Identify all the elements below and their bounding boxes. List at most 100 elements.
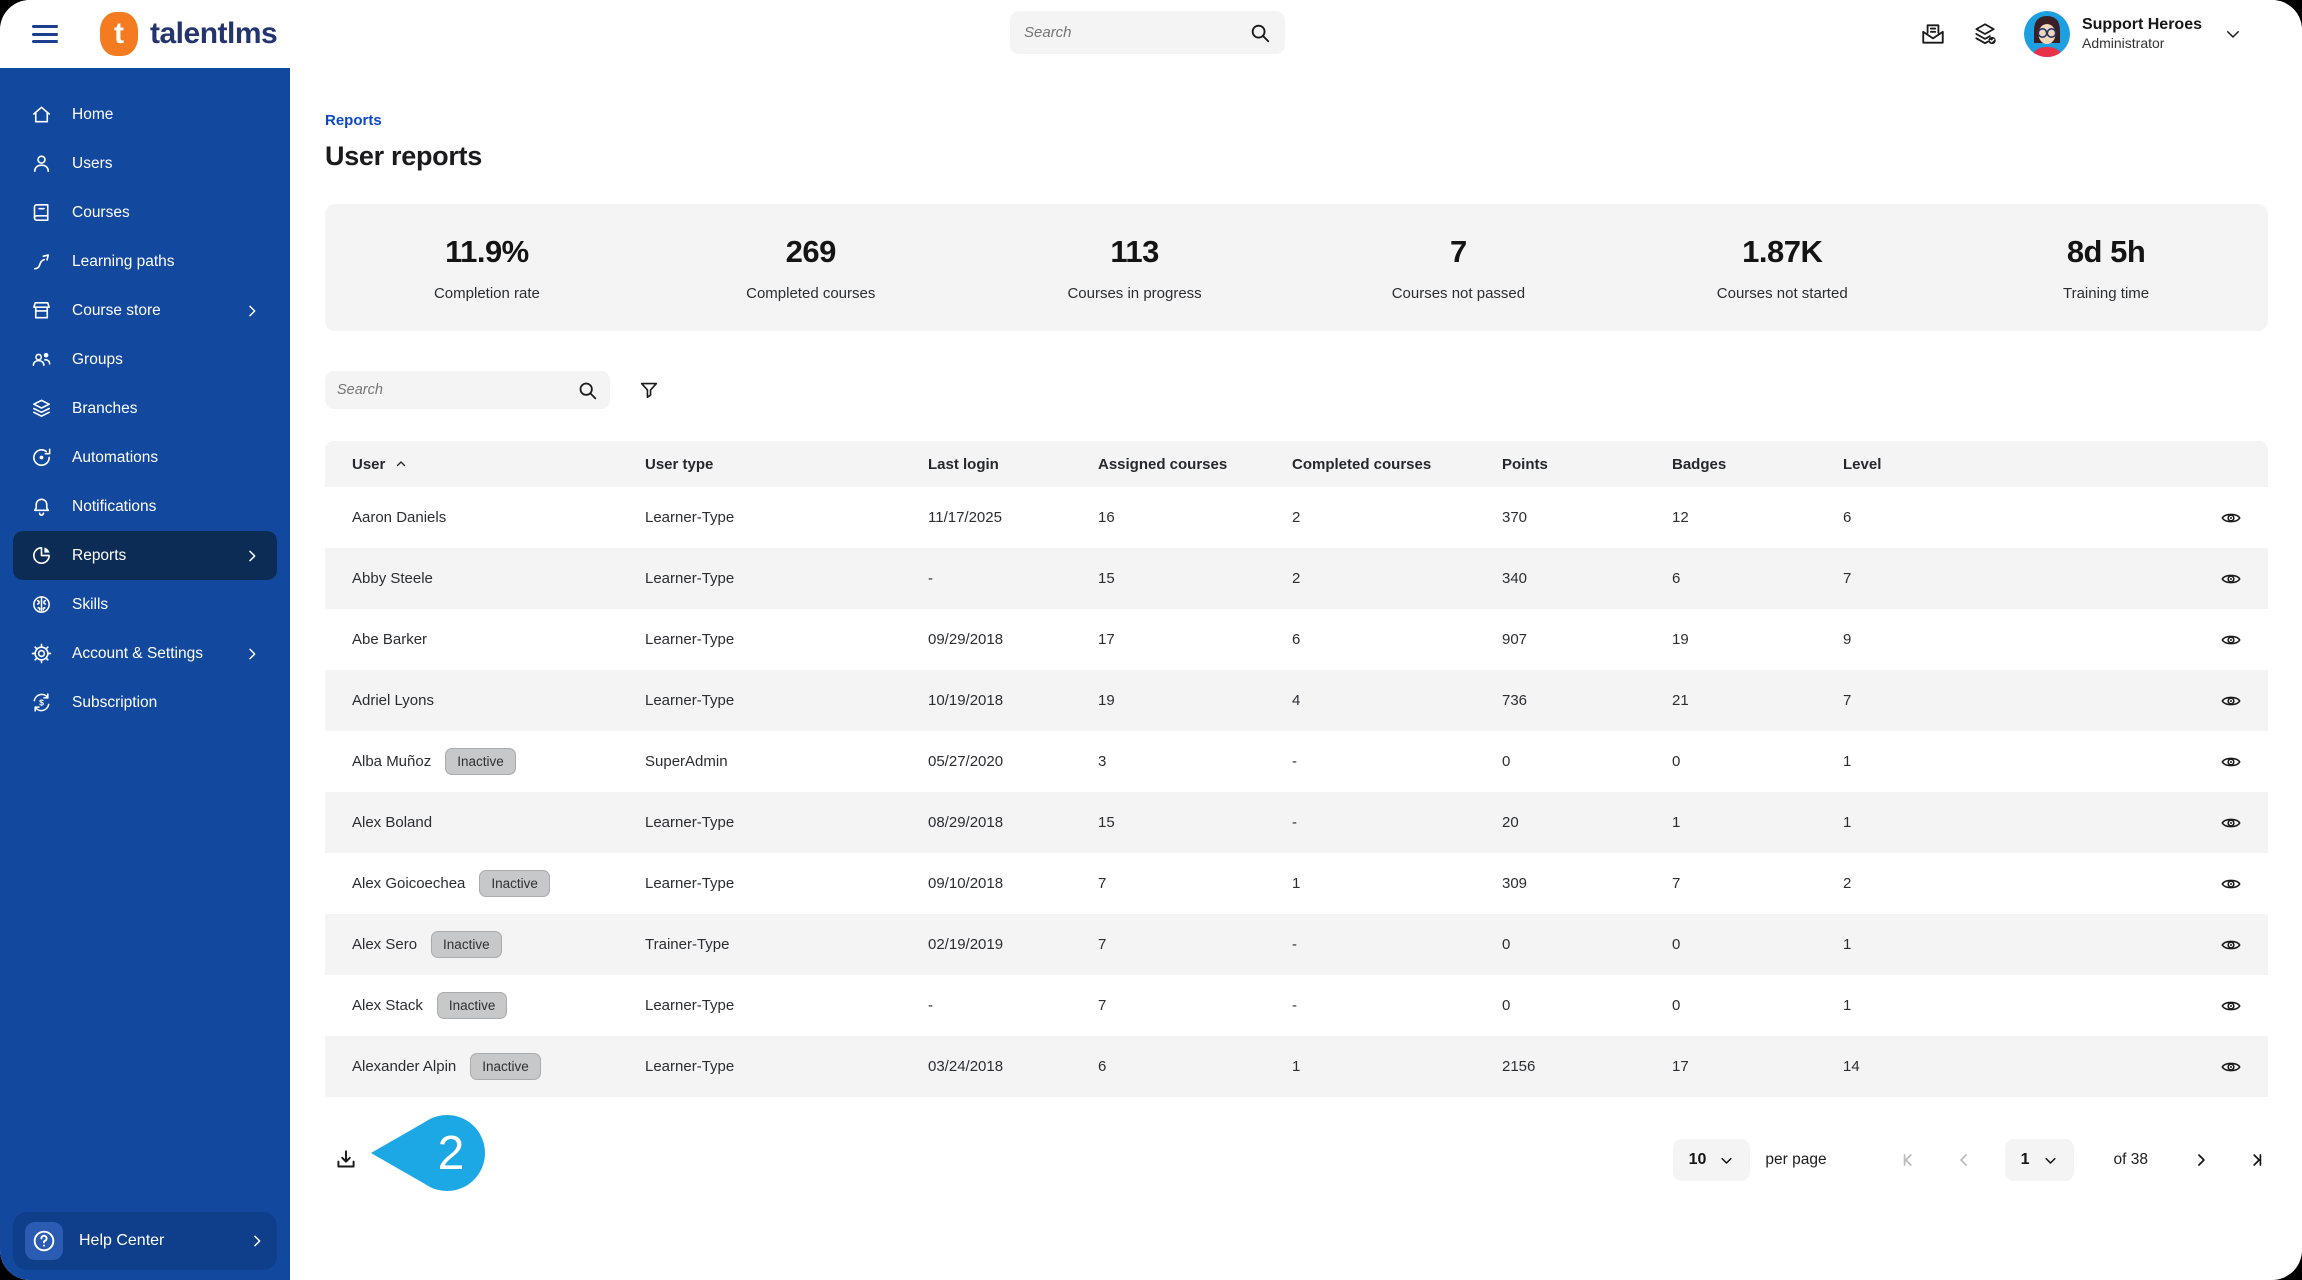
view-user-button[interactable] (2220, 812, 2242, 834)
download-icon (337, 1150, 355, 1168)
stat-value: 113 (1110, 233, 1159, 269)
sidebar-item-skills[interactable]: Skills (13, 580, 277, 629)
last-login-cell: 03/24/2018 (928, 1058, 1004, 1075)
column-header-points[interactable]: Points (1502, 455, 1548, 473)
user-profile-menu[interactable]: Support Heroes Administrator (2023, 11, 2242, 57)
user-name-cell: Alex Boland (352, 814, 433, 831)
table-search-input[interactable] (337, 382, 577, 398)
sidebar-item-automations[interactable]: Automations (13, 433, 277, 482)
view-user-button[interactable] (2220, 934, 2242, 956)
filter-button[interactable] (638, 379, 660, 401)
previous-page-button[interactable] (1951, 1147, 1977, 1173)
status-badge: Inactive (479, 870, 550, 897)
points-cell: 2156 (1502, 1058, 1536, 1075)
table-row[interactable]: Adriel Lyons Learner-Type 10/19/2018 19 … (325, 670, 2268, 731)
sidebar-item-groups[interactable]: Groups (13, 335, 277, 384)
view-user-button[interactable] (2220, 995, 2242, 1017)
user-name-cell: Alex Sero (352, 936, 418, 953)
points-cell: 0 (1502, 753, 1511, 770)
last-login-cell: 11/17/2025 (928, 509, 1002, 526)
talentlms-logo[interactable]: t talentlms (100, 12, 278, 56)
sidebar-item-subscription[interactable]: $ Subscription (13, 678, 277, 727)
inbox-message-icon[interactable] (1920, 21, 1946, 47)
points-cell: 370 (1502, 509, 1528, 526)
sidebar-item-learning-paths[interactable]: Learning paths (13, 237, 277, 286)
hamburger-menu-icon[interactable] (32, 21, 58, 48)
column-header-badges[interactable]: Badges (1672, 455, 1727, 473)
column-header-user[interactable]: User (352, 456, 408, 473)
view-user-button[interactable] (2220, 873, 2242, 895)
table-row[interactable]: Alex Goicoechea Inactive Learner-Type 09… (325, 853, 2268, 914)
sidebar-item-label: Notifications (72, 497, 157, 515)
global-search[interactable] (1010, 11, 1285, 54)
global-search-input[interactable] (1024, 24, 1249, 41)
view-user-button[interactable] (2220, 1056, 2242, 1078)
user-name-cell: Alba Muñoz (352, 753, 432, 770)
export-download-button[interactable] (333, 1147, 359, 1173)
search-icon (1251, 24, 1270, 42)
table-row[interactable]: Alex Sero Inactive Trainer-Type 02/19/20… (325, 914, 2268, 975)
table-row[interactable]: Alexander Alpin Inactive Learner-Type 03… (325, 1036, 2268, 1097)
last-page-button[interactable] (2242, 1147, 2268, 1173)
help-center-button[interactable]: Help Center (25, 1222, 265, 1260)
sidebar-item-course-store[interactable]: Course store (13, 286, 277, 335)
table-search[interactable] (325, 371, 610, 409)
first-page-button[interactable] (1897, 1147, 1923, 1173)
table-row[interactable]: Abe Barker Learner-Type 09/29/2018 17 6 … (325, 609, 2268, 670)
top-header: t talentlms Support Heroes Administrator (0, 0, 2302, 68)
sidebar-item-label: Home (72, 105, 114, 123)
branch-switch-icon[interactable] (1972, 21, 1998, 47)
column-header-user-type[interactable]: User type (645, 455, 714, 473)
store-icon (33, 302, 50, 319)
last-login-cell: 05/27/2020 (928, 753, 1004, 770)
next-page-button[interactable] (2188, 1147, 2214, 1173)
user-type-cell: Learner-Type (645, 814, 735, 831)
completed-courses-cell: - (1292, 936, 1297, 953)
column-header-last-login[interactable]: Last login (928, 455, 999, 473)
table-row[interactable]: Alex Boland Learner-Type 08/29/2018 15 -… (325, 792, 2268, 853)
sidebar-item-notifications[interactable]: Notifications (13, 482, 277, 531)
points-cell: 0 (1502, 997, 1511, 1014)
column-header-level[interactable]: Level (1843, 455, 1882, 473)
level-cell: 1 (1843, 814, 1852, 831)
user-type-cell: Learner-Type (645, 1058, 735, 1075)
sidebar-item-home[interactable]: Home (13, 90, 277, 139)
view-user-button[interactable] (2220, 629, 2242, 651)
sidebar-item-courses[interactable]: Courses (13, 188, 277, 237)
subscription-icon: $ (33, 693, 50, 712)
stat-label: Courses in progress (1067, 284, 1202, 302)
chevron-right-icon (254, 1235, 261, 1247)
view-user-button[interactable] (2220, 568, 2242, 590)
sidebar-item-users[interactable]: Users (13, 139, 277, 188)
table-row[interactable]: Alex Stack Inactive Learner-Type - 7 - 0… (325, 975, 2268, 1036)
table-row[interactable]: Alba Muñoz Inactive SuperAdmin 05/27/202… (325, 731, 2268, 792)
help-center-panel: Help Center (13, 1212, 277, 1270)
breadcrumb[interactable]: Reports (325, 112, 382, 129)
points-cell: 340 (1502, 570, 1528, 587)
sidebar-item-branches[interactable]: Branches (13, 384, 277, 433)
search-icon (579, 382, 597, 399)
view-user-button[interactable] (2220, 507, 2242, 529)
eye-icon (2221, 513, 2241, 522)
user-name-cell: Aaron Daniels (352, 509, 447, 526)
eye-icon (2221, 940, 2241, 949)
page-select[interactable]: 1 (2004, 1139, 2074, 1181)
eye-icon (2221, 574, 2241, 583)
svg-text:$: $ (39, 698, 44, 708)
per-page-select[interactable]: 10 (1672, 1139, 1751, 1181)
level-cell: 1 (1843, 997, 1852, 1014)
column-header-assigned-courses[interactable]: Assigned courses (1098, 455, 1228, 473)
completed-courses-cell: 2 (1292, 509, 1301, 526)
sidebar-item-reports[interactable]: Reports (13, 531, 277, 580)
view-user-button[interactable] (2220, 690, 2242, 712)
table-row[interactable]: Abby Steele Learner-Type - 15 2 340 6 7 (325, 548, 2268, 609)
brain-icon (33, 596, 50, 613)
sidebar-item-label: Learning paths (72, 252, 175, 270)
eye-icon (2221, 757, 2241, 766)
column-header-completed-courses[interactable]: Completed courses (1292, 455, 1432, 473)
stat-value: 8d 5h (2066, 233, 2146, 269)
sidebar-item-account-settings[interactable]: Account & Settings (13, 629, 277, 678)
view-user-button[interactable] (2220, 751, 2242, 773)
table-row[interactable]: Aaron Daniels Learner-Type 11/17/2025 16… (325, 487, 2268, 548)
